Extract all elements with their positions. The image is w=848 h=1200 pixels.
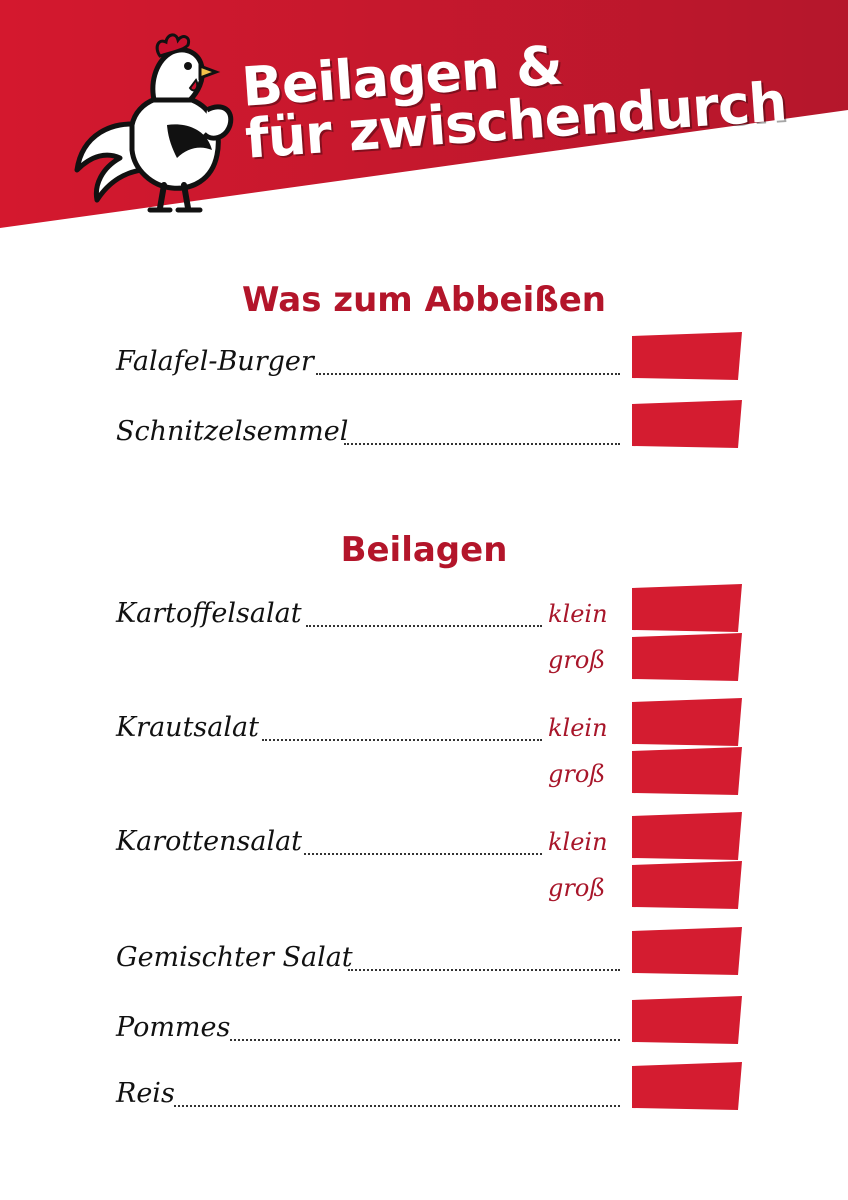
menu-item-kartoffelsalat: Kartoffelsalat [116, 598, 302, 629]
price-box [632, 996, 742, 1044]
dotted-leader [304, 853, 542, 855]
price-box [632, 584, 742, 632]
menu-item-karottensalat: Karottensalat [116, 826, 303, 857]
price-box [632, 747, 742, 795]
dotted-leader [174, 1105, 620, 1107]
price-box [632, 633, 742, 681]
dotted-leader [316, 373, 620, 375]
dotted-leader [230, 1039, 620, 1041]
menu-item-reis: Reis [116, 1078, 175, 1109]
size-label-klein: klein [548, 600, 608, 628]
rooster-logo-icon [74, 33, 234, 213]
price-box [632, 400, 742, 448]
price-box [632, 332, 742, 380]
menu-item-krautsalat: Krautsalat [116, 712, 259, 743]
dotted-leader [306, 625, 542, 627]
price-box [632, 1062, 742, 1110]
size-label-gross: groß [548, 760, 606, 788]
size-label-gross: groß [548, 874, 606, 902]
size-label-gross: groß [548, 646, 606, 674]
menu-item-gemischter-salat: Gemischter Salat [116, 942, 353, 973]
size-label-klein: klein [548, 714, 608, 742]
menu-item-falafel-burger: Falafel-Burger [116, 346, 314, 377]
menu-item-pommes: Pommes [116, 1012, 231, 1043]
dotted-leader [262, 739, 542, 741]
section-title-beilagen: Beilagen [340, 530, 508, 570]
dotted-leader [348, 969, 620, 971]
price-box [632, 812, 742, 860]
price-box [632, 927, 742, 975]
dotted-leader [344, 443, 620, 445]
menu-item-schnitzelsemmel: Schnitzelsemmel [116, 416, 349, 447]
section-title-abbeissen: Was zum Abbeißen [242, 280, 606, 320]
price-box [632, 861, 742, 909]
price-box [632, 698, 742, 746]
size-label-klein: klein [548, 828, 608, 856]
